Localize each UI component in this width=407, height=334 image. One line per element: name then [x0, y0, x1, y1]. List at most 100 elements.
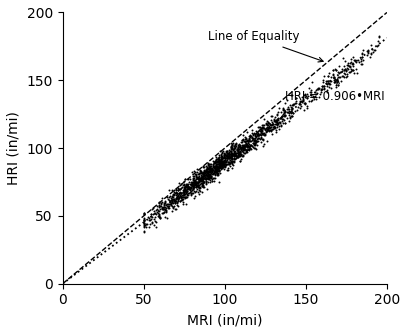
- Point: [212, 165, 219, 170]
- Point: [204, 166, 210, 171]
- Point: [325, 78, 331, 83]
- Point: [237, 159, 243, 164]
- Point: [191, 182, 197, 187]
- Point: [176, 194, 182, 200]
- Point: [180, 188, 187, 194]
- Point: [154, 209, 160, 215]
- Point: [244, 142, 251, 148]
- Point: [274, 112, 280, 118]
- Point: [155, 209, 162, 214]
- Point: [335, 82, 341, 87]
- Point: [245, 138, 252, 144]
- Point: [287, 115, 294, 120]
- Point: [172, 206, 179, 211]
- Point: [188, 179, 195, 184]
- Point: [333, 77, 339, 82]
- Point: [248, 147, 255, 152]
- Point: [289, 102, 295, 107]
- Point: [222, 155, 229, 160]
- Point: [280, 106, 287, 112]
- Point: [231, 158, 237, 163]
- Point: [219, 159, 225, 165]
- Point: [278, 115, 284, 120]
- Point: [191, 185, 197, 190]
- Point: [214, 161, 220, 166]
- Point: [181, 178, 187, 184]
- Point: [188, 184, 194, 190]
- Y-axis label: HRI (in/mi): HRI (in/mi): [7, 111, 21, 185]
- Point: [230, 152, 237, 157]
- Point: [204, 175, 210, 180]
- Point: [190, 176, 197, 182]
- Point: [261, 130, 268, 135]
- Point: [245, 144, 251, 149]
- Point: [185, 184, 192, 189]
- Point: [218, 163, 224, 168]
- Point: [218, 155, 225, 160]
- Point: [360, 57, 367, 63]
- Point: [251, 142, 258, 147]
- Point: [267, 128, 274, 134]
- Point: [242, 135, 248, 140]
- Point: [221, 153, 228, 158]
- Point: [140, 217, 147, 222]
- Point: [210, 170, 217, 175]
- Point: [238, 148, 244, 153]
- Point: [322, 81, 329, 86]
- Point: [179, 189, 186, 194]
- Point: [171, 189, 177, 194]
- Point: [275, 105, 282, 110]
- Point: [260, 123, 267, 128]
- Point: [228, 140, 234, 146]
- Point: [179, 197, 186, 202]
- Point: [208, 168, 214, 173]
- Point: [157, 206, 164, 211]
- Point: [229, 160, 236, 166]
- Point: [330, 68, 336, 73]
- Point: [302, 93, 309, 99]
- Point: [140, 211, 147, 216]
- Point: [140, 222, 147, 227]
- Point: [260, 137, 267, 142]
- Point: [204, 165, 211, 170]
- Point: [140, 220, 147, 225]
- Point: [142, 224, 149, 229]
- Point: [285, 119, 292, 124]
- Point: [320, 87, 327, 92]
- Point: [205, 175, 211, 180]
- Point: [221, 161, 228, 166]
- Point: [180, 189, 186, 195]
- Point: [255, 130, 261, 135]
- Point: [249, 135, 255, 140]
- Point: [224, 159, 231, 165]
- Point: [320, 86, 327, 91]
- Point: [307, 90, 314, 95]
- Point: [230, 160, 237, 165]
- Point: [188, 179, 195, 184]
- Point: [350, 67, 357, 73]
- Point: [195, 170, 202, 175]
- Point: [192, 180, 198, 186]
- Point: [259, 125, 266, 131]
- Point: [209, 177, 216, 182]
- Point: [268, 127, 274, 133]
- Point: [212, 159, 219, 164]
- Point: [282, 113, 289, 119]
- Point: [174, 195, 181, 201]
- Point: [267, 121, 273, 126]
- Point: [186, 191, 193, 196]
- Point: [195, 184, 201, 189]
- Point: [176, 196, 182, 201]
- Point: [180, 184, 187, 190]
- Point: [269, 121, 276, 127]
- Point: [289, 106, 295, 111]
- Point: [182, 176, 188, 181]
- Point: [359, 51, 365, 56]
- Point: [193, 183, 199, 189]
- Point: [339, 73, 346, 78]
- Point: [182, 189, 189, 195]
- Point: [156, 214, 163, 219]
- Point: [234, 146, 241, 152]
- Point: [339, 68, 345, 74]
- Point: [211, 163, 217, 168]
